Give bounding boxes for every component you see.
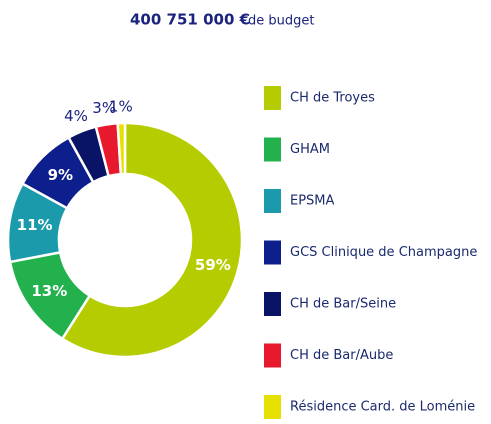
slice-label: 13% bbox=[31, 282, 67, 300]
slice-label: 11% bbox=[17, 216, 53, 234]
legend-label: GCS Clinique de Champagne bbox=[290, 245, 477, 260]
slice-label: 59% bbox=[195, 256, 231, 274]
legend-label: CH de Troyes bbox=[290, 91, 375, 106]
legend-label: EPSMA bbox=[290, 194, 335, 209]
chart-title: 400 751 000 € bbox=[130, 11, 250, 29]
legend-swatch bbox=[264, 189, 281, 213]
slice-label: 4% bbox=[64, 107, 88, 125]
slice-label: 9% bbox=[48, 166, 73, 184]
donut-slice bbox=[116, 121, 127, 176]
slice-label: 1% bbox=[109, 98, 133, 116]
legend-label: CH de Bar/Aube bbox=[290, 348, 393, 363]
legend-swatch bbox=[264, 395, 281, 419]
legend-label: CH de Bar/Seine bbox=[290, 297, 396, 312]
slice-label: 3% bbox=[92, 99, 116, 117]
legend-swatch bbox=[264, 137, 281, 162]
legend-label: Résidence Card. de Loménie bbox=[290, 400, 475, 415]
chart-subtitle: de budget bbox=[248, 14, 314, 29]
legend-swatch bbox=[264, 86, 281, 110]
legend-label: GHAM bbox=[290, 142, 330, 157]
legend-swatch bbox=[264, 240, 281, 265]
donut-slice bbox=[60, 121, 244, 359]
legend-swatch bbox=[264, 343, 281, 368]
legend-swatch bbox=[264, 292, 281, 316]
